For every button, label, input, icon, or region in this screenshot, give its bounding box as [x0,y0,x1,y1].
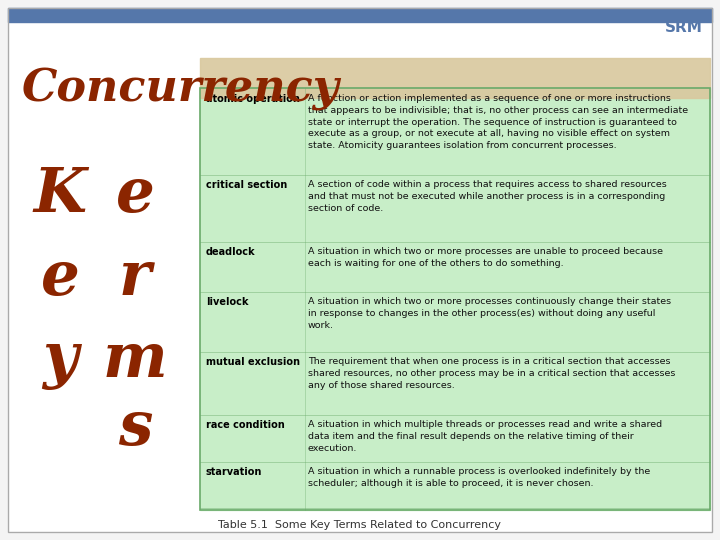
Text: K: K [33,165,86,225]
Text: s: s [118,398,152,458]
Text: SRM: SRM [665,20,703,35]
Text: race condition: race condition [206,420,284,430]
Bar [200,88,710,510]
Text: deadlock: deadlock [206,247,256,257]
Text: A section of code within a process that requires access to shared resources
and : A section of code within a process that … [308,180,667,213]
Bar [200,88,710,510]
Text: A situation in which multiple threads or processes read and write a shared
data : A situation in which multiple threads or… [308,420,662,453]
Text: A function or action implemented as a sequence of one or more instructions
that : A function or action implemented as a se… [308,94,688,150]
Bar [200,58,710,98]
Text: mutual exclusion: mutual exclusion [206,357,300,367]
Text: m: m [103,330,167,390]
Text: A situation in which a runnable process is overlooked indefinitely by the
schedu: A situation in which a runnable process … [308,467,650,488]
Text: The requirement that when one process is in a critical section that accesses
sha: The requirement that when one process is… [308,357,675,389]
Text: starvation: starvation [206,467,262,477]
Text: y: y [42,330,78,390]
Text: Concurrency: Concurrency [22,68,340,111]
Bar [8,8,712,22]
Text: critical section: critical section [206,180,287,190]
Text: A situation in which two or more processes are unable to proceed because
each is: A situation in which two or more process… [308,247,663,268]
Text: livelock: livelock [206,297,248,307]
Text: r: r [119,248,151,308]
Text: e: e [40,248,79,308]
Text: e: e [116,165,154,225]
Text: atomic operation: atomic operation [206,94,300,104]
Text: A situation in which two or more processes continuously change their states
in r: A situation in which two or more process… [308,297,671,329]
Text: Table 5.1  Some Key Terms Related to Concurrency: Table 5.1 Some Key Terms Related to Conc… [218,520,502,530]
